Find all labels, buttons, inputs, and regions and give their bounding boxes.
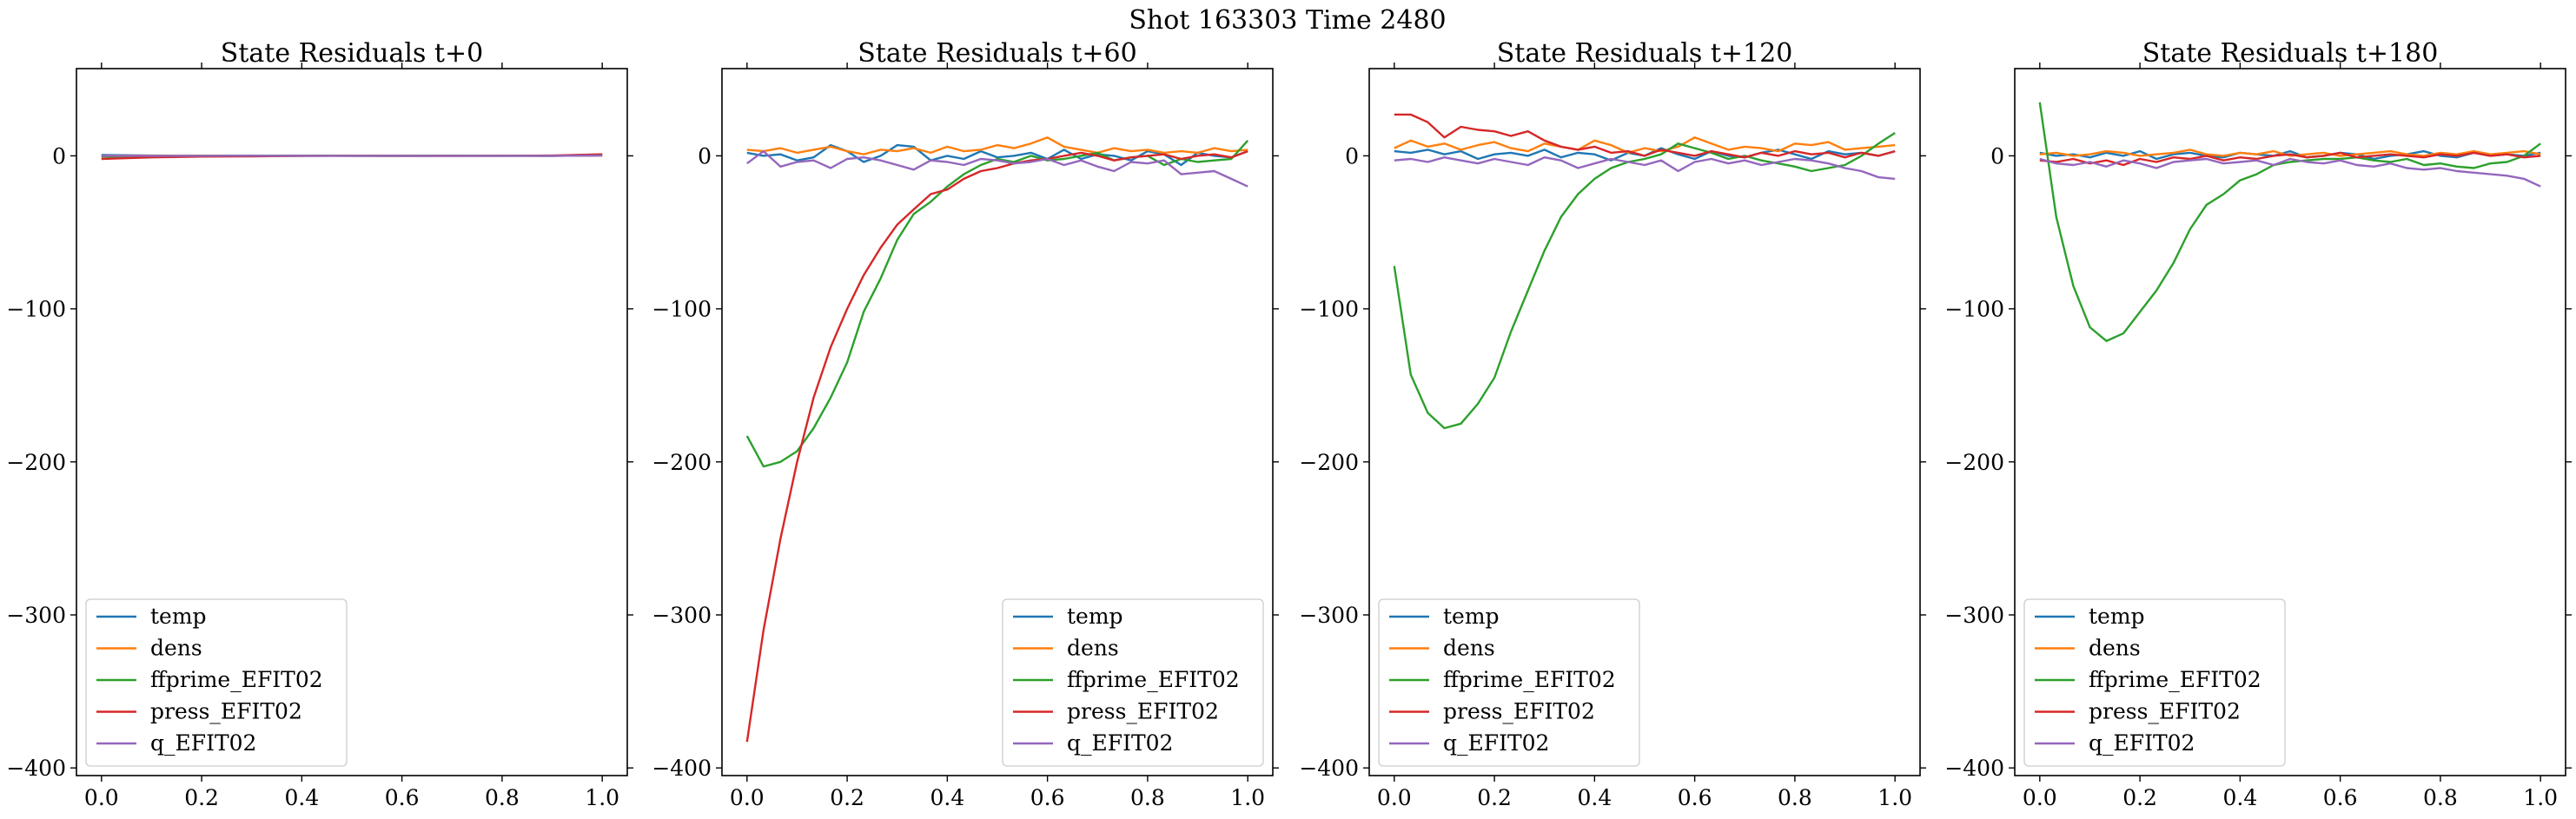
legend-label: temp bbox=[1443, 604, 1500, 629]
legend-label: q_EFIT02 bbox=[2089, 730, 2195, 756]
y-tick-label: −300 bbox=[652, 603, 712, 628]
legend-label: press_EFIT02 bbox=[1443, 699, 1595, 724]
axes-frame bbox=[1368, 68, 1921, 776]
series-line-ffprime_efit02 bbox=[2038, 102, 2541, 342]
series-line-dens bbox=[1394, 136, 1896, 155]
figure-suptitle: Shot 163303 Time 2480 bbox=[1129, 5, 1446, 36]
y-tick-label: 0 bbox=[52, 143, 66, 168]
x-tick-label: 0.6 bbox=[1030, 785, 1065, 810]
y-tick-label: 0 bbox=[698, 143, 712, 168]
panel-title: State Residuals t+120 bbox=[1497, 38, 1793, 69]
legend-label: dens bbox=[150, 636, 202, 661]
series-line-press_efit02 bbox=[745, 149, 1248, 743]
y-tick-label: −400 bbox=[652, 756, 712, 781]
x-tick-label: 0.6 bbox=[2323, 785, 2358, 810]
legend-box bbox=[1378, 598, 1640, 767]
legend-label: temp bbox=[1067, 604, 1123, 629]
series-line-press_efit02 bbox=[1394, 113, 1896, 159]
series-line-q_efit02 bbox=[746, 149, 1248, 188]
y-tick-label: −300 bbox=[1299, 603, 1359, 628]
y-tick-label: −100 bbox=[1944, 297, 2004, 322]
x-tick-label: 0.2 bbox=[184, 785, 219, 810]
y-tick-label: −200 bbox=[1299, 450, 1359, 475]
legend-box bbox=[85, 598, 348, 767]
legend-label: temp bbox=[150, 604, 207, 629]
legend: temp dens ffprime_EFIT02 press_EFIT02 q_EFIT… bbox=[1378, 598, 1640, 767]
legend: temp dens ffprime_EFIT02 press_EFIT02 q_EFIT… bbox=[2023, 598, 2286, 767]
series-line-temp bbox=[2039, 149, 2541, 161]
y-tick-label: −400 bbox=[1299, 756, 1359, 781]
legend-box bbox=[2023, 598, 2286, 767]
y-tick-label: −300 bbox=[1944, 603, 2004, 628]
x-tick-label: 0.8 bbox=[2423, 785, 2458, 810]
axes-frame bbox=[721, 68, 1274, 776]
y-tick-label: −400 bbox=[6, 756, 66, 781]
x-tick-label: 0.0 bbox=[1377, 785, 1412, 810]
legend-label: q_EFIT02 bbox=[150, 730, 256, 756]
series-line-ffprime_efit02 bbox=[1393, 131, 1896, 430]
axes-frame bbox=[2014, 68, 2566, 776]
panel-title: State Residuals t+60 bbox=[858, 38, 1136, 69]
x-tick-label: 1.0 bbox=[1877, 785, 1912, 810]
legend-label: ffprime_EFIT02 bbox=[1067, 667, 1240, 692]
axes-frame bbox=[76, 68, 628, 776]
x-tick-label: 0.0 bbox=[84, 785, 119, 810]
legend-label: ffprime_EFIT02 bbox=[1443, 667, 1616, 692]
series-line-ffprime_efit02 bbox=[745, 139, 1249, 468]
x-tick-label: 0.0 bbox=[2023, 785, 2057, 810]
panel-title: State Residuals t+180 bbox=[2142, 38, 2439, 69]
y-tick-label: −200 bbox=[6, 450, 66, 475]
panel-title: State Residuals t+0 bbox=[221, 38, 483, 69]
legend-label: dens bbox=[1067, 636, 1119, 661]
y-tick-label: −400 bbox=[1944, 756, 2004, 781]
chart-panel-4: State Residuals t+180 0.0 0.2 0.4 0.6 0.8 1.0 0… bbox=[1944, 38, 2572, 810]
legend-label: press_EFIT02 bbox=[150, 699, 302, 724]
x-tick-label: 0.2 bbox=[2122, 785, 2157, 810]
series-line-dens bbox=[746, 136, 1248, 155]
y-tick-label: −200 bbox=[1944, 450, 2004, 475]
legend-label: temp bbox=[2089, 604, 2145, 629]
x-tick-label: 0.2 bbox=[1477, 785, 1512, 810]
x-tick-label: 0.4 bbox=[1577, 785, 1612, 810]
x-tick-label: 0.6 bbox=[1678, 785, 1712, 810]
legend-label: q_EFIT02 bbox=[1443, 730, 1549, 756]
x-tick-label: 0.4 bbox=[930, 785, 964, 810]
legend-box bbox=[1002, 598, 1264, 767]
x-tick-label: 0.8 bbox=[1778, 785, 1812, 810]
x-tick-label: 0.0 bbox=[730, 785, 765, 810]
legend-label: press_EFIT02 bbox=[1067, 699, 1219, 724]
series-line-press_efit02 bbox=[2039, 151, 2541, 167]
legend: temp dens ffprime_EFIT02 press_EFIT02 q_EFIT… bbox=[1002, 598, 1264, 767]
y-tick-label: −300 bbox=[6, 603, 66, 628]
chart-panel-1: State Residuals t+0 0.0 0.2 0.4 0.6 0.8 1.0 0 −1… bbox=[6, 38, 633, 810]
legend-label: q_EFIT02 bbox=[1067, 730, 1173, 756]
chart-panel-3: State Residuals t+120 0.0 0.2 0.4 0.6 0.8 1.0 0… bbox=[1299, 38, 1926, 810]
legend-label: ffprime_EFIT02 bbox=[150, 667, 323, 692]
x-tick-label: 0.4 bbox=[284, 785, 319, 810]
y-tick-label: −100 bbox=[6, 297, 66, 322]
legend-label: press_EFIT02 bbox=[2089, 699, 2241, 724]
x-tick-label: 0.4 bbox=[2222, 785, 2257, 810]
y-tick-label: 0 bbox=[1990, 143, 2004, 168]
legend-label: dens bbox=[2089, 636, 2141, 661]
chart-panel-2: State Residuals t+60 0.0 0.2 0.4 0.6 0.8 1.0 0 −… bbox=[652, 38, 1279, 810]
y-tick-label: −200 bbox=[652, 450, 712, 475]
series-line-q_efit02 bbox=[2039, 157, 2541, 188]
x-tick-label: 1.0 bbox=[585, 785, 619, 810]
legend-label: ffprime_EFIT02 bbox=[2089, 667, 2261, 692]
x-tick-label: 0.8 bbox=[1130, 785, 1165, 810]
x-tick-label: 0.8 bbox=[485, 785, 520, 810]
x-tick-label: 0.6 bbox=[385, 785, 420, 810]
legend: temp dens ffprime_EFIT02 press_EFIT02 q_EFIT… bbox=[85, 598, 348, 767]
series-line-q_efit02 bbox=[1394, 155, 1896, 181]
legend-label: dens bbox=[1443, 636, 1495, 661]
y-tick-label: −100 bbox=[652, 297, 712, 322]
y-tick-label: 0 bbox=[1345, 143, 1359, 168]
series-line-dens bbox=[2039, 149, 2541, 157]
x-tick-label: 1.0 bbox=[2523, 785, 2558, 810]
y-tick-label: −100 bbox=[1299, 297, 1359, 322]
x-tick-label: 1.0 bbox=[1230, 785, 1265, 810]
x-tick-label: 0.2 bbox=[830, 785, 864, 810]
